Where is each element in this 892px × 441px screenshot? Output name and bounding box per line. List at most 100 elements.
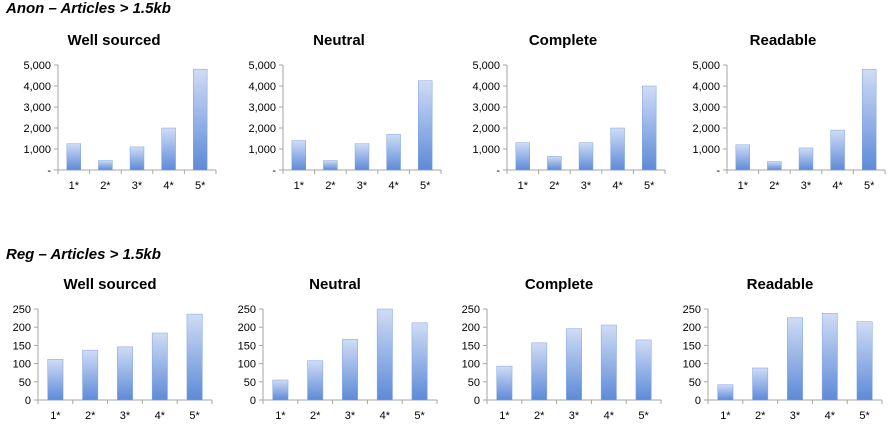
y-tick-label: 0 xyxy=(25,395,31,407)
y-tick-label: 0 xyxy=(695,395,701,407)
y-tick-label: 100 xyxy=(13,359,31,371)
x-tick-label: 5* xyxy=(414,410,425,422)
y-tick-label: 4,000 xyxy=(248,81,276,93)
y-tick-label: 1,000 xyxy=(23,144,51,156)
x-tick-label: 3* xyxy=(345,410,356,422)
y-tick-label: 5,000 xyxy=(692,60,720,72)
x-tick-label: 2* xyxy=(325,180,336,192)
x-tick-label: 4* xyxy=(155,410,166,422)
x-tick-label: 5* xyxy=(420,180,431,192)
bar-1 xyxy=(496,365,513,401)
y-tick-label: 150 xyxy=(13,340,31,352)
bar-5 xyxy=(856,321,873,401)
y-tick-label: 250 xyxy=(238,304,256,316)
chart-plot: - 1,000 2,000 3,000 4,000 5,000 1* 2* 3* 4* 5* xyxy=(248,60,442,192)
x-tick-label: 1* xyxy=(50,410,61,422)
bar-3 xyxy=(787,317,803,401)
bar-5 xyxy=(411,322,428,401)
chart-title: Neutral xyxy=(309,276,361,293)
x-tick-label: 2* xyxy=(534,410,545,422)
y-tick-label: 50 xyxy=(244,377,256,389)
bar-4 xyxy=(386,134,401,171)
x-tick-label: 5* xyxy=(859,410,870,422)
y-tick-label: 2,000 xyxy=(248,123,276,135)
chart-title: Readable xyxy=(746,276,814,293)
y-tick-label: 1,000 xyxy=(692,144,720,156)
y-tick-label: 3,000 xyxy=(692,102,720,114)
x-tick-label: 4* xyxy=(163,180,174,192)
bar-1 xyxy=(515,142,531,171)
y-tick-label: 50 xyxy=(689,377,701,389)
x-tick-label: 3* xyxy=(569,410,580,422)
y-tick-label: 0 xyxy=(474,395,480,407)
bar-2 xyxy=(307,360,324,401)
bar-1 xyxy=(66,143,82,171)
bar-4 xyxy=(151,332,168,401)
bar-4 xyxy=(610,127,625,171)
y-tick-label: 200 xyxy=(683,322,701,334)
y-tick-label: 200 xyxy=(462,322,480,334)
x-tick-label: 1* xyxy=(738,180,749,192)
y-tick-label: 100 xyxy=(462,359,480,371)
x-tick-label: 1* xyxy=(69,180,80,192)
y-tick-label: 2,000 xyxy=(472,123,500,135)
chart-title: Well sourced xyxy=(63,276,157,293)
section-title-anon: Anon – Articles > 1.5kb xyxy=(6,0,171,17)
bar-5 xyxy=(192,68,208,171)
y-tick-label: 4,000 xyxy=(23,81,51,93)
y-tick-label: 5,000 xyxy=(23,60,51,72)
bar-5 xyxy=(635,339,652,401)
bar-2 xyxy=(531,342,548,401)
x-tick-label: 1* xyxy=(294,180,305,192)
chart-plot: 0 50 100 150 200 250 1* 2* 3* 4* 5* xyxy=(683,304,883,422)
y-tick-label: - xyxy=(47,165,51,177)
chart-reg-complete: Complete 0 50 100 150 200 250 1* 2* 3* 4* 5* xyxy=(449,270,669,440)
y-tick-label: - xyxy=(496,165,500,177)
y-tick-label: 1,000 xyxy=(472,144,500,156)
bar-4 xyxy=(376,308,393,401)
x-tick-label: 3* xyxy=(357,180,368,192)
bar-1 xyxy=(47,358,64,401)
x-tick-label: 2* xyxy=(769,180,780,192)
y-tick-label: 150 xyxy=(238,340,256,352)
bar-2 xyxy=(767,161,782,171)
bar-3 xyxy=(129,146,145,171)
y-tick-label: 0 xyxy=(250,395,256,407)
x-tick-label: 3* xyxy=(790,410,801,422)
y-tick-label: 250 xyxy=(462,304,480,316)
bar-4 xyxy=(821,313,838,401)
bar-5 xyxy=(186,313,203,401)
x-tick-label: 5* xyxy=(195,180,206,192)
y-tick-label: 5,000 xyxy=(248,60,276,72)
chart-plot: - 1,000 2,000 3,000 4,000 5,000 1* 2* 3* 4* 5* xyxy=(692,60,886,192)
bar-4 xyxy=(600,324,617,401)
chart-plot: 0 50 100 150 200 250 1* 2* 3* 4* 5* xyxy=(462,304,662,422)
y-tick-label: 250 xyxy=(13,304,31,316)
x-tick-label: 2* xyxy=(310,410,321,422)
x-tick-label: 4* xyxy=(825,410,836,422)
y-tick-label: 3,000 xyxy=(472,102,500,114)
chart-title: Well sourced xyxy=(67,32,161,49)
y-tick-label: 2,000 xyxy=(23,123,51,135)
y-tick-label: 1,000 xyxy=(248,144,276,156)
x-tick-label: 3* xyxy=(581,180,592,192)
bar-3 xyxy=(578,142,594,171)
x-tick-label: 5* xyxy=(644,180,655,192)
chart-reg-well-sourced: Well sourced 0 50 100 150 200 250 1* 2* 3* 4* 5* xyxy=(0,270,220,440)
y-tick-label: 50 xyxy=(468,377,480,389)
y-tick-label: 3,000 xyxy=(248,102,276,114)
chart-title: Complete xyxy=(524,276,594,293)
bar-3 xyxy=(117,346,133,401)
x-tick-label: 2* xyxy=(100,180,111,192)
bar-4 xyxy=(830,129,845,171)
x-tick-label: 1* xyxy=(518,180,529,192)
x-tick-label: 3* xyxy=(801,180,812,192)
x-tick-label: 1* xyxy=(275,410,286,422)
chart-reg-neutral: Neutral 0 50 100 150 200 250 1* 2* 3* 4* 5* xyxy=(225,270,445,440)
chart-title: Neutral xyxy=(313,32,365,49)
bar-1 xyxy=(717,384,734,401)
x-tick-label: 2* xyxy=(85,410,96,422)
bar-2 xyxy=(752,367,769,401)
bar-2 xyxy=(323,160,338,171)
y-tick-label: 4,000 xyxy=(472,81,500,93)
